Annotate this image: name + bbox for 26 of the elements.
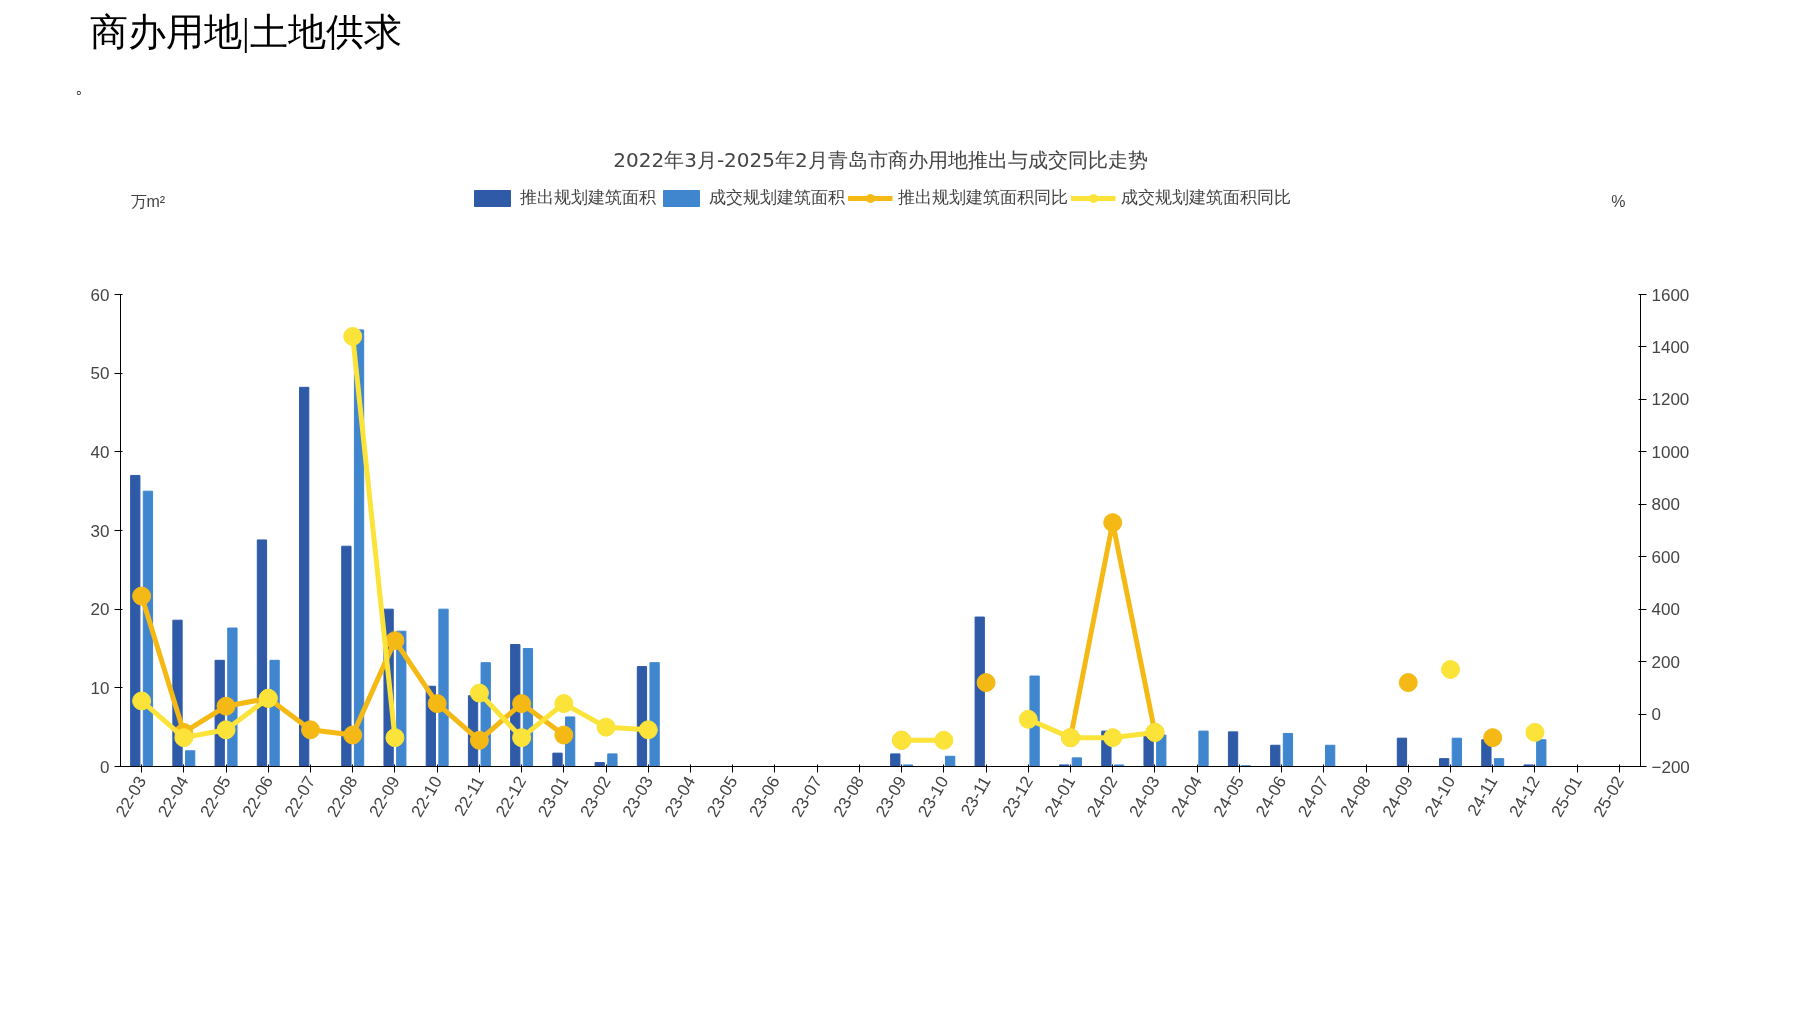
y2-tick-label: 1400 bbox=[1651, 337, 1690, 357]
y2-tick-label: 600 bbox=[1651, 547, 1680, 567]
y-tick-label: 30 bbox=[90, 521, 110, 541]
y-tick-label: 40 bbox=[90, 442, 110, 462]
y2-tick-label: 1600 bbox=[1651, 285, 1690, 305]
legend-label: 成交规划建筑面积同比 bbox=[1120, 186, 1291, 209]
y-tick-label: 50 bbox=[90, 364, 110, 384]
y-tick-label: 60 bbox=[90, 285, 110, 305]
chart-title: 2022年3月-2025年2月青岛市商办用地推出与成交同比走势 bbox=[613, 147, 1148, 172]
text: 。 bbox=[75, 76, 93, 99]
y2-tick-label: 0 bbox=[1651, 705, 1661, 725]
y2-tick-label: 1000 bbox=[1651, 442, 1690, 462]
text: 商办用地|土地供求 bbox=[90, 10, 402, 55]
legend-label: 成交规划建筑面积 bbox=[708, 186, 845, 209]
y2-tick-label: −200 bbox=[1651, 757, 1690, 777]
y-tick-label: 0 bbox=[100, 757, 110, 777]
y-axis-title: 万m² bbox=[130, 192, 166, 210]
y2-axis-title: % bbox=[1611, 192, 1626, 210]
y-tick-label: 10 bbox=[90, 678, 110, 698]
y2-tick-label: 1200 bbox=[1651, 390, 1690, 410]
legend-label: 推出规划建筑面积 bbox=[519, 186, 656, 209]
y2-tick-label: 800 bbox=[1651, 495, 1680, 515]
y2-tick-label: 200 bbox=[1651, 652, 1680, 672]
legend-label: 推出规划建筑面积同比 bbox=[897, 186, 1068, 209]
y2-tick-label: 400 bbox=[1651, 600, 1680, 620]
y-tick-label: 20 bbox=[90, 600, 110, 620]
